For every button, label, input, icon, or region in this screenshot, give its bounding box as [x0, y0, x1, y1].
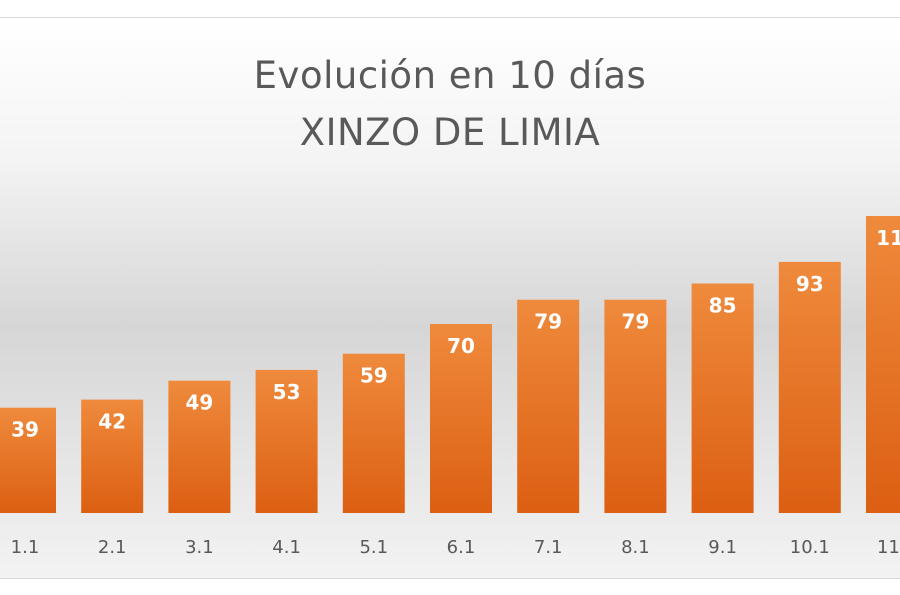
x-tick-label-1.1: 1.1 — [11, 537, 40, 558]
bar-10.1 — [778, 261, 841, 513]
x-tick-label-11.1: 11.1 — [877, 537, 900, 558]
chart-title: Evolución en 10 días — [253, 54, 647, 97]
chart-subtitle: XINZO DE LIMIA — [299, 111, 601, 154]
x-tick-label-4.1: 4.1 — [272, 537, 301, 558]
bar-4.1 — [255, 369, 318, 513]
x-tick-label-3.1: 3.1 — [185, 537, 214, 558]
bar-9.1 — [691, 283, 754, 513]
data-label-1.1: 39 — [11, 418, 39, 442]
bar-7.1 — [517, 299, 580, 513]
data-label-10.1: 93 — [796, 272, 824, 296]
data-label-9.1: 85 — [709, 294, 737, 318]
x-tick-label-6.1: 6.1 — [447, 537, 476, 558]
data-label-7.1: 79 — [534, 310, 562, 334]
data-label-6.1: 70 — [447, 334, 475, 358]
bar-6.1 — [430, 324, 492, 513]
bar-1.1 — [0, 407, 56, 513]
bar-8.1 — [604, 299, 667, 513]
x-tick-label-9.1: 9.1 — [708, 537, 737, 558]
data-label-8.1: 79 — [621, 310, 649, 334]
x-tick-label-7.1: 7.1 — [534, 537, 563, 558]
x-tick-label-5.1: 5.1 — [359, 537, 388, 558]
bar-5.1 — [342, 353, 405, 513]
x-tick-label-2.1: 2.1 — [98, 537, 127, 558]
data-label-11.1: 110 — [876, 226, 900, 250]
data-label-5.1: 59 — [360, 364, 388, 388]
x-tick-label-8.1: 8.1 — [621, 537, 650, 558]
data-label-2.1: 42 — [98, 410, 126, 434]
bar-3.1 — [168, 380, 231, 513]
bar-2.1 — [81, 399, 144, 513]
data-label-3.1: 49 — [185, 391, 213, 415]
x-tick-label-10.1: 10.1 — [790, 537, 830, 558]
bar-11.1 — [866, 216, 900, 513]
data-label-4.1: 53 — [273, 380, 301, 404]
